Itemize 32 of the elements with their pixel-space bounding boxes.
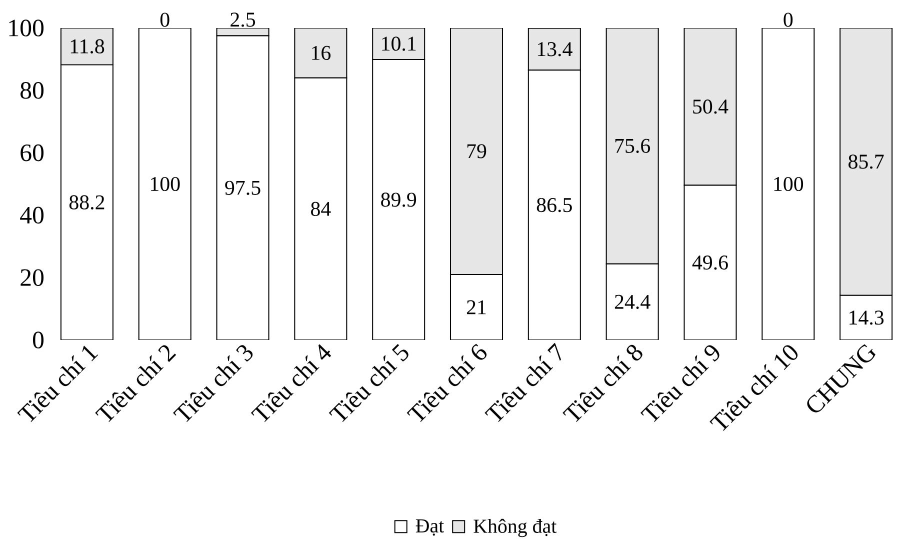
data-label: 13.4 (538, 42, 572, 56)
data-label: 100 (151, 176, 180, 192)
data-label: 85.7 (848, 154, 884, 169)
y-tick-label: 40 (20, 206, 44, 224)
data-label: 16 (312, 46, 331, 60)
data-label: 14.3 (850, 310, 884, 325)
data-label: 0 (784, 12, 793, 27)
data-label: 86.5 (536, 198, 572, 212)
data-label: 49.6 (692, 256, 728, 270)
data-label: 11.8 (70, 39, 104, 54)
y-tick-label: 0 (32, 332, 44, 348)
data-label: 84 (311, 202, 331, 216)
y-tick-label: 80 (20, 82, 44, 99)
data-label: 10.1 (382, 36, 416, 51)
data-label: 79 (467, 144, 486, 158)
legend-label: Không đạt (474, 518, 557, 538)
data-label: 97.5 (225, 180, 260, 195)
data-label: 100 (774, 176, 804, 192)
data-label: 21 (466, 300, 486, 314)
data-label: 0 (160, 12, 170, 27)
data-label: 75.6 (615, 138, 650, 154)
data-label: 50.4 (693, 100, 728, 114)
data-label: 2.5 (230, 12, 256, 27)
legend-label: Đạt (416, 519, 444, 536)
data-label: 88.2 (69, 195, 104, 210)
bar (762, 28, 815, 340)
y-tick-label: 20 (20, 269, 44, 286)
y-tick-label: 100 (9, 20, 44, 36)
y-tick-label: 60 (20, 144, 44, 162)
data-label: 24.4 (614, 294, 650, 310)
bar (138, 28, 192, 340)
data-label: 89.9 (381, 192, 416, 207)
